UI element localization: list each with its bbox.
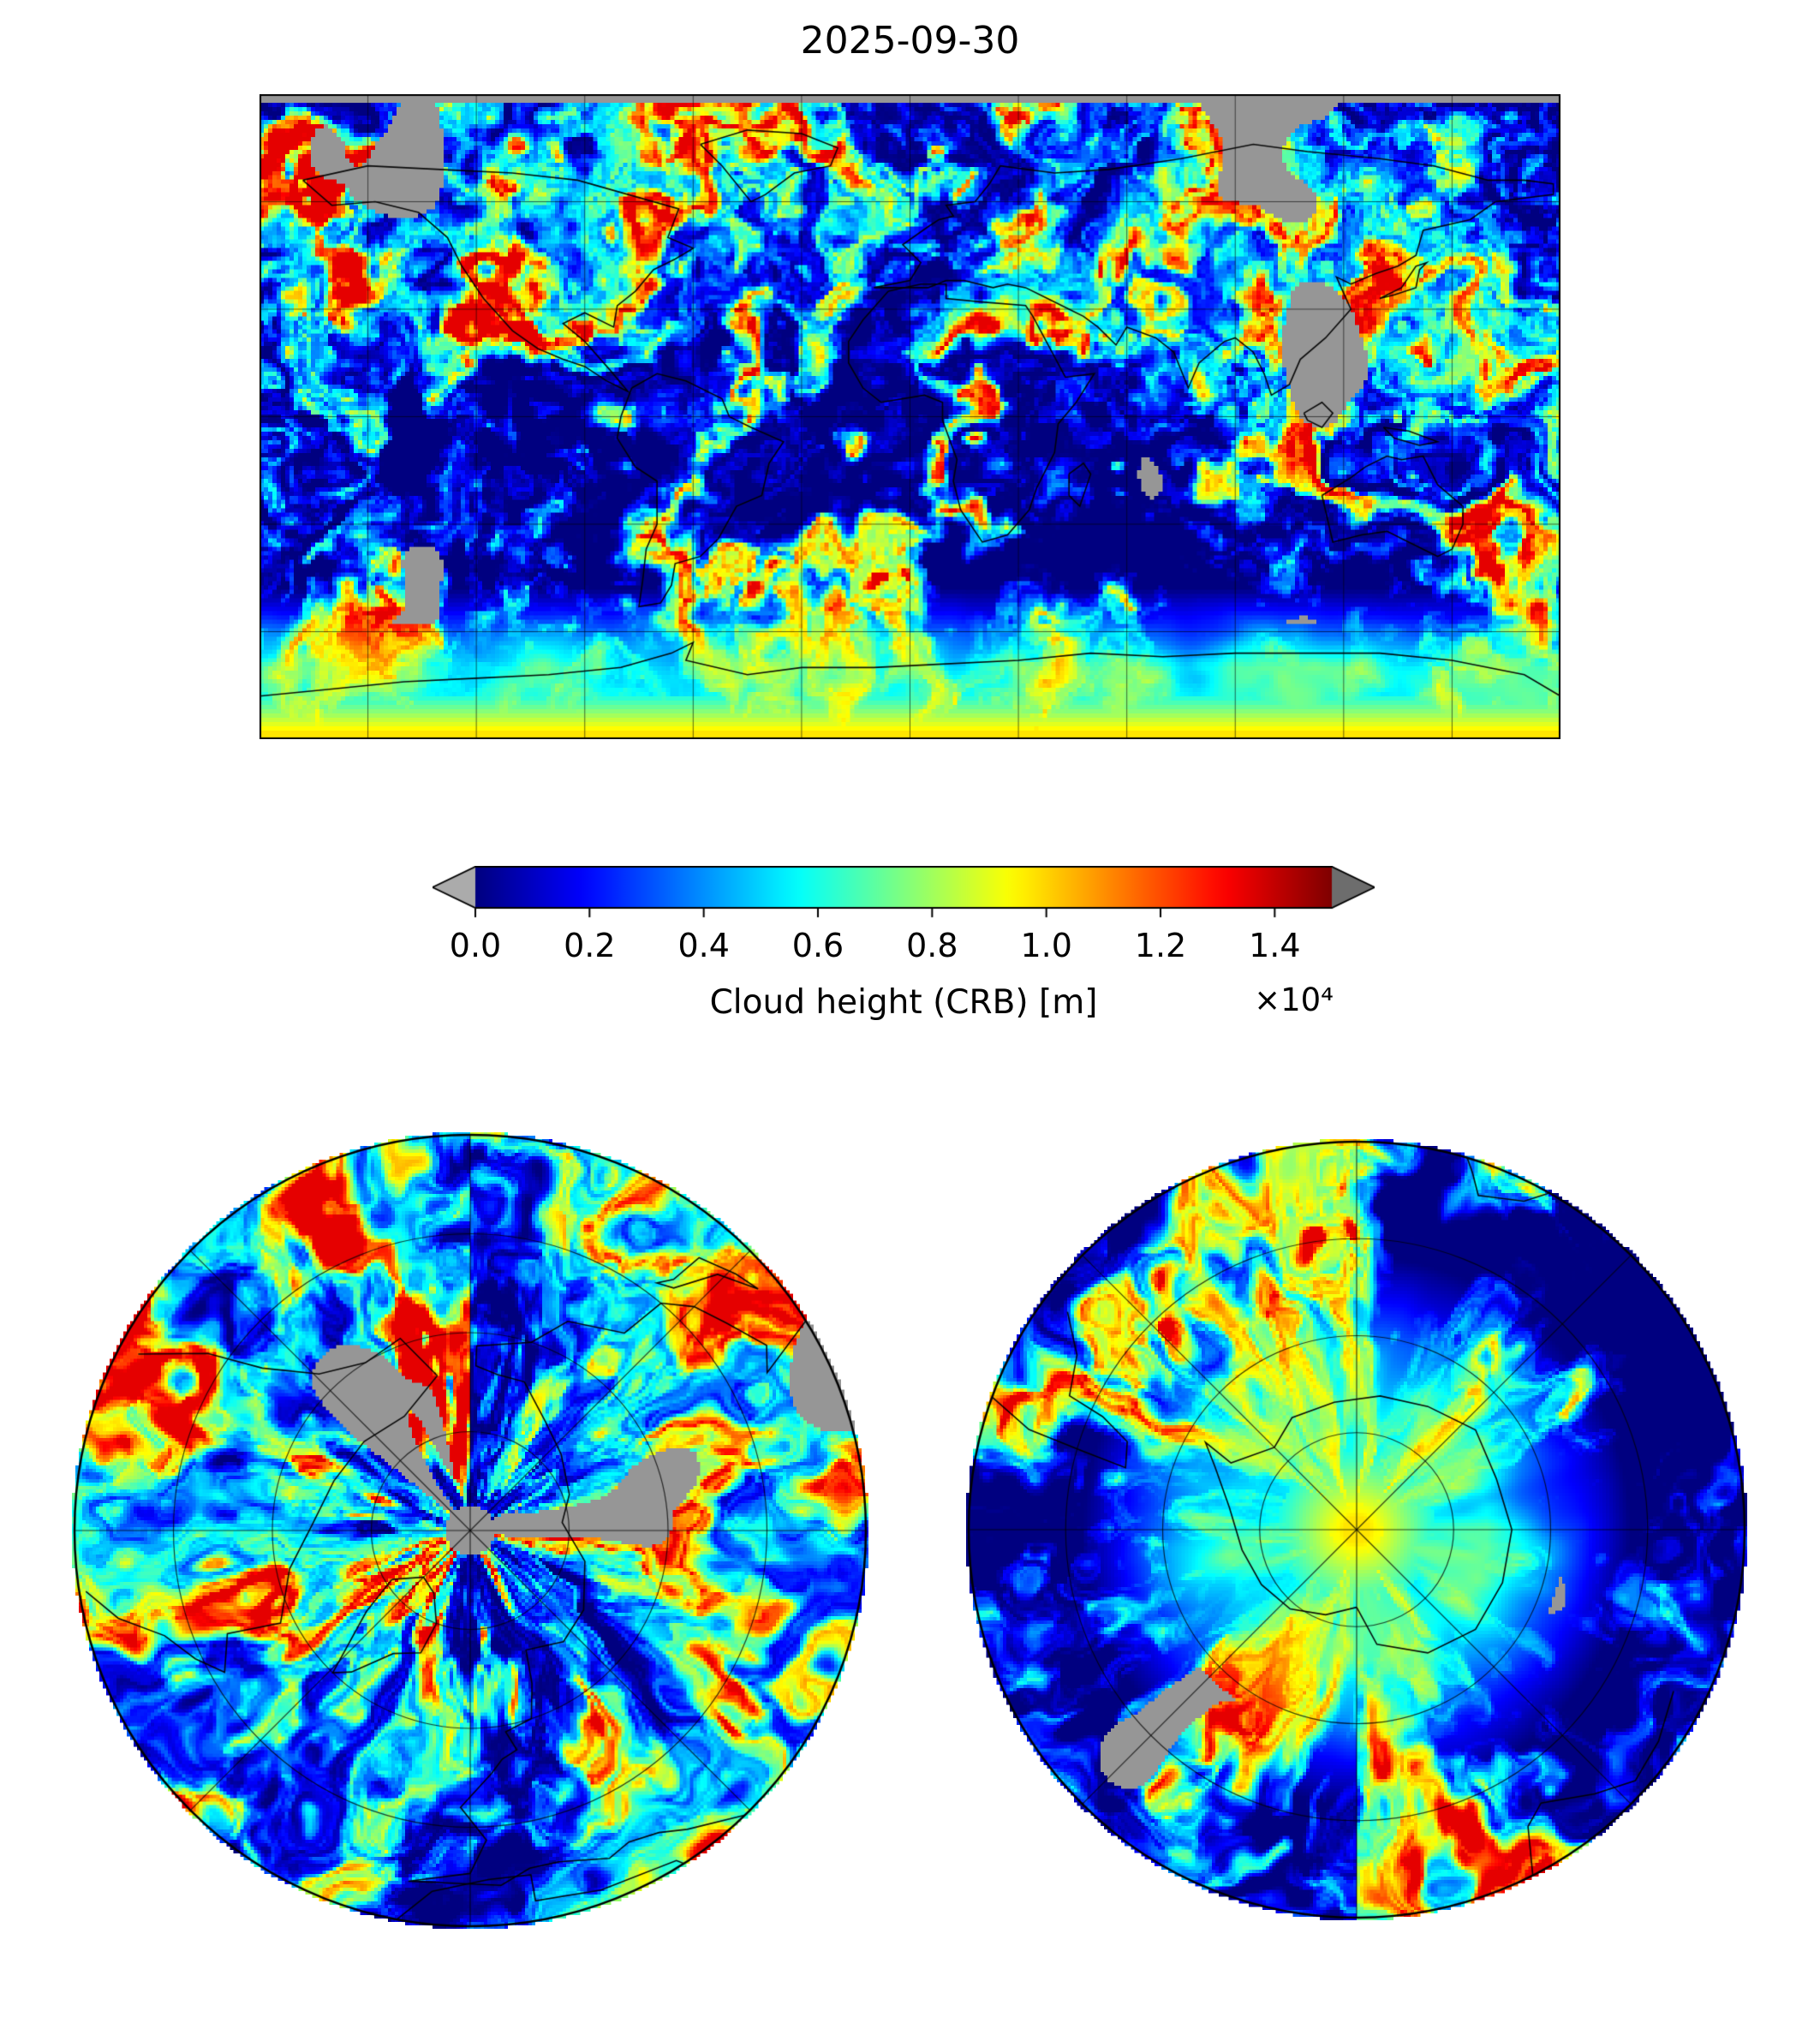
colorbar-label: Cloud height (CRB) [m] <box>709 983 1098 1022</box>
colorbar-tick-label: 1.4 <box>1249 927 1301 964</box>
north-polar-panel <box>72 1132 868 1929</box>
figure-title: 2025-09-30 <box>800 19 1020 63</box>
colorbar-gradient <box>433 866 1375 919</box>
global-map-panel <box>260 94 1560 739</box>
colorbar-tick-label: 1.0 <box>1020 927 1072 964</box>
colorbar-tick-label: 0.6 <box>791 927 844 964</box>
colorbar-tick-label: 0.2 <box>564 927 616 964</box>
global-map-overlay <box>260 94 1560 739</box>
colorbar-tick-label: 1.2 <box>1134 927 1187 964</box>
colorbar-tick-label: 0.8 <box>906 927 958 964</box>
north-polar-overlay <box>72 1132 868 1929</box>
colorbar-scale-label: ×10⁴ <box>1254 982 1334 1018</box>
south-polar-panel <box>966 1139 1747 1920</box>
colorbar-ticks: 0.0 0.2 0.4 0.6 0.8 1.0 1.2 1.4 <box>0 927 1820 970</box>
colorbar-tick-label: 0.4 <box>677 927 730 964</box>
south-polar-overlay <box>966 1139 1747 1920</box>
colorbar-tick-label: 0.0 <box>449 927 502 964</box>
